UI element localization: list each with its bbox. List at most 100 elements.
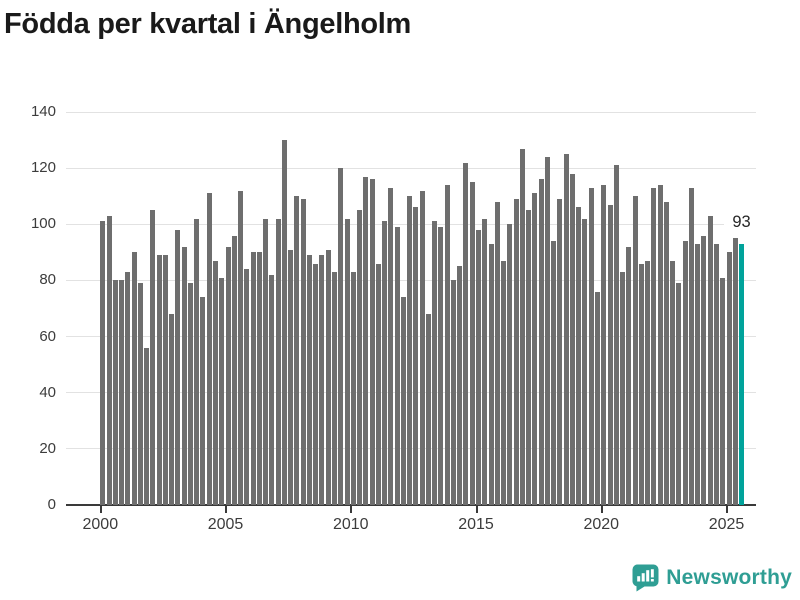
bar [645,260,651,505]
bar [206,193,212,505]
chart-title: Födda per kvartal i Ängelholm [4,8,412,40]
bar [576,207,582,505]
bar [112,280,118,505]
highlight-value-label: 93 [723,211,760,232]
x-axis-tick-label: 2010 [332,516,369,533]
bar [213,260,219,505]
bar [720,277,726,505]
bar [569,173,575,505]
bar [651,187,657,505]
bar [263,218,269,505]
x-axis-tick-label: 2005 [207,516,244,533]
bar [476,229,482,505]
bar [582,218,588,505]
bar [626,246,632,505]
bar [294,196,300,505]
bar [469,182,475,505]
bar [432,221,438,505]
bar [394,227,400,505]
bar [175,229,181,505]
bar [532,193,538,505]
y-axis-tick-label: 20 [39,439,56,457]
bar [488,243,494,505]
bar [444,185,450,505]
bar [281,140,287,505]
bar [638,263,644,505]
bar [676,283,682,505]
y-axis-tick-label: 40 [39,383,56,401]
bar [319,255,325,505]
bar [194,218,200,505]
bar [288,249,294,505]
bar [688,187,694,505]
bar [563,154,569,505]
bar [663,201,669,505]
bar [607,204,613,505]
bar [119,280,125,505]
bar [407,196,413,505]
bar [375,263,381,505]
bar [363,176,369,505]
bar [551,241,557,505]
bar [670,260,676,505]
bar [657,185,663,505]
newsworthy-wordmark: Newsworthy [666,566,792,589]
bar [707,215,713,505]
x-axis-line [66,504,756,506]
bar [150,210,156,505]
bar [200,297,206,505]
bar [400,297,406,505]
bar [457,266,463,505]
bar [726,252,732,505]
bar [169,314,175,505]
bar [100,221,106,505]
bar [701,235,707,505]
bar [601,185,607,505]
bar [438,227,444,505]
bar [219,277,225,505]
bar [357,210,363,505]
bar [313,263,319,505]
bar [144,347,150,505]
bar [300,199,306,505]
bar [250,252,256,505]
bar [494,201,500,505]
bar [338,168,344,505]
bar [682,241,688,505]
x-axis-tick [350,506,353,513]
newsworthy-bar-chart-bubble-icon [632,564,659,592]
bar [388,187,394,505]
bar [513,199,519,505]
y-axis-tick-label: 100 [30,215,56,233]
bar [482,218,488,505]
x-axis-tick [475,506,478,513]
bar [501,260,507,505]
newsworthy-logo[interactable]: Newsworthy [632,564,792,592]
bar [181,246,187,505]
y-axis-tick-label: 60 [39,327,56,345]
bar [331,272,337,505]
bar [425,314,431,505]
bar [544,156,550,505]
bar [106,215,112,505]
bar [256,252,262,505]
y-axis-tick-label: 0 [47,496,56,513]
bar [526,210,532,505]
y-axis-tick-label: 80 [39,271,56,289]
bar [413,207,419,505]
x-axis-tick-label: 2020 [583,516,620,533]
bar [507,224,513,505]
bar [419,190,425,505]
bar [732,238,738,505]
x-axis-tick [99,506,102,513]
x-axis-tick [726,506,728,513]
bar [594,291,600,505]
bar [238,190,244,505]
bar [463,162,469,505]
x-axis-tick [225,506,228,513]
gridline-y-140 [66,111,756,113]
y-axis-tick-label: 120 [30,159,56,177]
x-axis-tick-label: 2015 [458,516,494,533]
bar [695,243,701,505]
